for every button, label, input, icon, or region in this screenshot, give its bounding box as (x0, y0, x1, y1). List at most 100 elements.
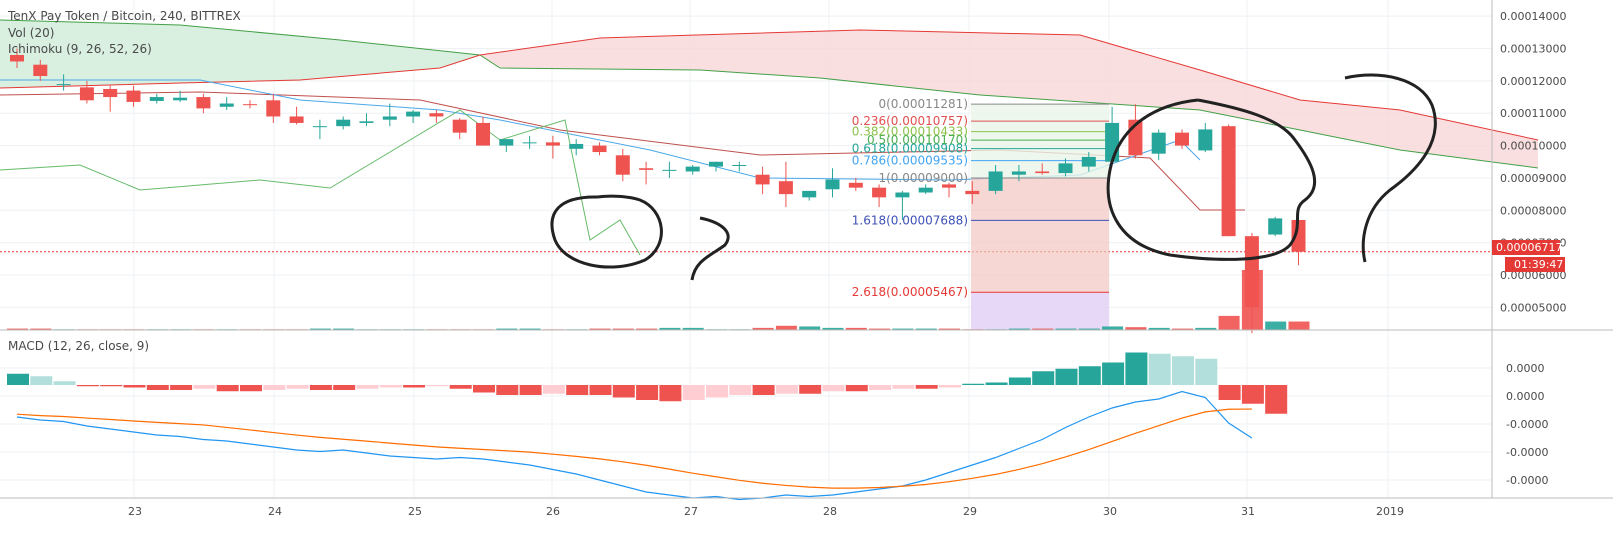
macd-histogram-bar (1265, 385, 1288, 414)
fib-level-label: 0.382(0.00010433) (852, 125, 968, 139)
macd-histogram-bar (915, 385, 938, 389)
time-tick: 27 (684, 505, 698, 518)
macd-tick: -0.0000 (1506, 418, 1548, 431)
candle-body (755, 174, 770, 185)
candle-body (103, 88, 118, 98)
volume-bar (1241, 270, 1263, 330)
time-tick: 2019 (1376, 505, 1404, 518)
macd-line (16, 390, 1253, 501)
chikou-line (0, 109, 641, 256)
volume-bar (7, 328, 28, 330)
countdown-text: 01:39:47 (1514, 258, 1563, 271)
macd-histogram-bar (30, 376, 53, 385)
hand-drawn-annotations (550, 73, 1437, 281)
fibonacci-retracement[interactable]: 0(0.00011281) 0.236(0.00010757)0.382(0.00… (852, 97, 1109, 330)
candle-body (243, 104, 257, 106)
macd-histogram-bar (193, 385, 216, 389)
candle-body (382, 116, 397, 120)
candle-body (10, 55, 24, 62)
candle-body (1221, 126, 1236, 237)
signal-line (16, 408, 1252, 489)
candle-body (499, 139, 514, 146)
macd-histogram-bar (263, 385, 286, 390)
candle-body (1198, 129, 1213, 151)
macd-histogram-bar (519, 385, 542, 395)
fib-level-label: 1.618(0.00007688) (852, 213, 968, 227)
candle-body (778, 181, 793, 195)
annotation-circle-left (550, 194, 663, 269)
time-tick: 26 (546, 505, 560, 518)
volume-bar (30, 328, 52, 330)
macd-histogram-bar (170, 385, 193, 390)
time-tick: 25 (408, 505, 422, 518)
macd-histogram-bar (1055, 368, 1078, 385)
macd-histogram-bar (1125, 352, 1148, 385)
macd-histogram-bar (612, 385, 635, 398)
macd-histogram-bar (1008, 377, 1031, 385)
candle-body (848, 182, 863, 188)
macd-histogram-bar (100, 385, 123, 387)
volume-bar (1195, 327, 1217, 330)
candle-body (289, 116, 304, 123)
macd-histogram-bar (7, 373, 29, 385)
fib-level-label: 0.786(0.00009535) (852, 154, 968, 168)
candle-body (149, 97, 164, 101)
candle-body (336, 119, 351, 127)
macd-histogram-bar (1195, 358, 1218, 385)
volume-bar (752, 327, 774, 330)
macd-histogram-bar (403, 385, 426, 388)
candle-body (429, 113, 444, 117)
macd-histogram-bar (542, 385, 565, 394)
candle-body (639, 168, 654, 170)
candle-body (685, 166, 700, 172)
volume-bar (799, 326, 821, 330)
fib-ext-zone (971, 292, 1109, 330)
macd-histogram-bar (1102, 362, 1125, 385)
macd-histogram-bar (496, 385, 519, 395)
volume-bar (589, 328, 611, 330)
macd-tick: 0.0000 (1506, 390, 1545, 403)
volume-bar (1288, 321, 1310, 330)
macd-histogram-bar (636, 385, 659, 400)
macd-histogram-bar (892, 385, 915, 389)
candle-body (918, 187, 933, 193)
price-tick: 0.00006000 (1500, 269, 1566, 282)
candle-body (406, 111, 421, 117)
candle-body (1035, 171, 1050, 174)
price-tick: 0.00011000 (1500, 107, 1566, 120)
senkou-b (0, 29, 1539, 141)
annotation-arrow-mid (690, 216, 730, 281)
candle-body (1081, 156, 1096, 167)
price-tick: 0.00013000 (1500, 43, 1566, 56)
macd-legend: MACD (12, 26, close, 9) (8, 339, 149, 353)
macd-histogram-bar (123, 385, 146, 388)
candle-body (709, 161, 723, 167)
senkou-a (0, 19, 1539, 169)
candle-body (872, 187, 887, 198)
candle-body (56, 84, 71, 86)
macd-histogram-bar (473, 385, 495, 393)
volume-bar (333, 328, 355, 330)
candle-body (942, 184, 956, 188)
candle-body (895, 192, 910, 198)
candle-body (196, 97, 211, 109)
candle-body (825, 179, 840, 190)
macd-tick: 0.0000 (1506, 362, 1545, 375)
candle-body (476, 122, 490, 146)
macd-histogram-bar (356, 385, 379, 389)
candles (10, 48, 1306, 334)
volume-bar (636, 328, 658, 330)
price-tick: 0.00005000 (1500, 301, 1566, 314)
fib-lower-zone (971, 177, 1109, 293)
time-tick: 23 (128, 505, 142, 518)
candle-body (965, 190, 980, 195)
macd-histogram-bar (53, 381, 76, 385)
macd-histogram-bar (333, 385, 356, 390)
macd-histogram-bar (775, 385, 798, 394)
candle-body (1058, 163, 1073, 174)
candle-body (33, 64, 48, 77)
volume-bar (1102, 326, 1124, 330)
candle-body (312, 126, 327, 128)
volume-bar (1032, 328, 1054, 330)
